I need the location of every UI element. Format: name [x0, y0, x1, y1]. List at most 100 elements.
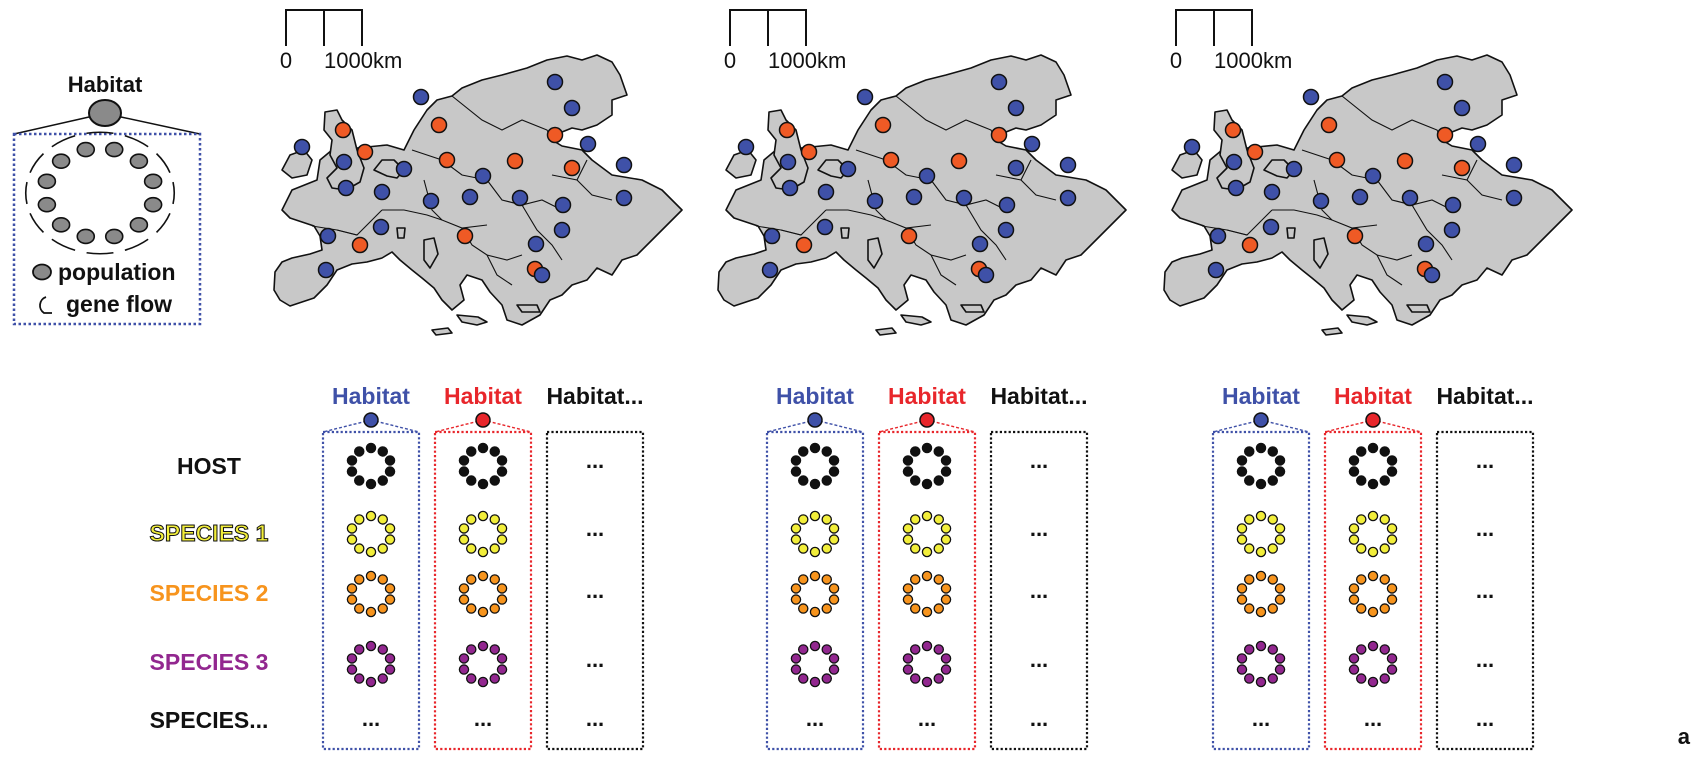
scale-bar: 0 1000km: [280, 9, 402, 73]
species-1-ring: [821, 543, 833, 554]
legend-population-dot: [104, 141, 124, 158]
species-3-ring: [465, 644, 477, 655]
species-1-ring: [353, 514, 365, 525]
species-1-ring: [809, 510, 821, 522]
host-ring: [933, 446, 945, 457]
species-1-ring: [902, 534, 914, 545]
species-2-ring: [496, 583, 508, 594]
country-border: [521, 204, 563, 261]
land-mass: [423, 237, 439, 269]
species-3-ring: [1236, 653, 1248, 664]
host-ring: [1367, 442, 1379, 454]
ellipsis: ...: [586, 448, 604, 473]
habitat-site-ukraine: [1505, 156, 1523, 174]
species-3-ring: [933, 673, 945, 684]
species-3-ring: [1386, 653, 1398, 664]
habitat-site-uk-w: [335, 153, 353, 171]
habitat-site-east-ro: [1059, 189, 1077, 207]
species-3-ring: [1386, 664, 1398, 675]
habitat-site-baltic-n: [563, 99, 581, 117]
species-2-ring: [377, 574, 389, 585]
land-mass: [396, 227, 406, 239]
species-3-ring: [809, 676, 821, 688]
habitat-site-balkan: [1417, 235, 1435, 253]
species-3-ring: [821, 673, 833, 684]
species-3-ring: [1267, 644, 1279, 655]
species-3-ring: [1274, 653, 1286, 664]
row-label-species-1: SPECIES 1: [150, 520, 269, 546]
habitat-site-italy: [1346, 227, 1364, 245]
host-ring: [1386, 466, 1398, 477]
habitat-site-uk-s: [1246, 143, 1264, 161]
habitat-site-spain-n: [1209, 227, 1227, 245]
species-3-ring: [496, 653, 508, 664]
land-mass: [960, 304, 985, 313]
ellipsis: ...: [1252, 706, 1270, 731]
species-1-ring: [1367, 546, 1379, 558]
species-1-ring: [346, 523, 358, 534]
habitat-site-east-ro: [615, 189, 633, 207]
species-1-ring: [377, 543, 389, 554]
species-1-ring: [797, 514, 809, 525]
species-1-ring: [1267, 543, 1279, 554]
habitat-site-balkan: [527, 235, 545, 253]
gene-flow-arc: [24, 181, 28, 205]
habitat-site-romania: [998, 196, 1016, 214]
habitat-column-blue: Habitat...: [321, 383, 421, 751]
species-2-ring: [1236, 583, 1248, 594]
gene-flow-arc: [29, 153, 45, 173]
species-1-ring: [1236, 523, 1248, 534]
habitat-site-spain-c: [372, 218, 390, 236]
habitat-site-benelux: [839, 160, 857, 178]
land-mass: [717, 54, 1127, 326]
habitat-site-denmark: [874, 116, 892, 134]
ellipsis: ...: [1476, 448, 1494, 473]
species-2-ring: [921, 606, 933, 618]
legend-population-dot: [104, 228, 124, 245]
species-3-ring: [346, 664, 358, 675]
habitat-column-more: Habitat..................: [545, 383, 645, 751]
species-2-ring: [940, 594, 952, 605]
habitat-site-scand-w: [1302, 88, 1320, 106]
host-ring: [909, 475, 921, 486]
species-3-ring: [809, 640, 821, 652]
land-mass: [725, 149, 757, 179]
land-mass: [273, 54, 683, 326]
column-habitat-dot: [363, 412, 379, 428]
country-border: [755, 225, 802, 236]
habitat-site-finland: [990, 73, 1008, 91]
species-2-ring: [1348, 583, 1360, 594]
legend-population-dot: [129, 153, 149, 169]
column-header: Habitat: [1334, 383, 1412, 409]
host-ring: [496, 455, 508, 466]
gene-flow-arc: [29, 213, 45, 233]
habitat-site-benelux: [395, 160, 413, 178]
legend-population-dot: [76, 141, 96, 158]
land-mass: [1286, 227, 1296, 239]
species-1-ring: [377, 514, 389, 525]
species-2-ring: [797, 603, 809, 614]
column-connector: [1260, 419, 1310, 433]
legend-population-dot: [51, 153, 71, 169]
habitat-site-switz: [866, 192, 884, 210]
species-3-ring: [909, 673, 921, 684]
habitat-column-red: Habitat...: [1323, 383, 1423, 751]
species-1-ring: [921, 510, 933, 522]
species-3-ring: [797, 673, 809, 684]
species-1-ring: [384, 534, 396, 545]
species-3-ring: [353, 673, 365, 684]
scale-bar: 0 1000km: [1170, 9, 1292, 73]
legend-population-dot: [143, 196, 163, 213]
column-habitat-dot: [1365, 412, 1381, 428]
column-habitat-dot: [807, 412, 823, 428]
host-ring: [465, 475, 477, 486]
species-2-ring: [365, 570, 377, 582]
land-mass: [875, 327, 897, 336]
species-1-ring: [353, 543, 365, 554]
species-2-ring: [477, 606, 489, 618]
habitat-column-blue: Habitat...: [765, 383, 865, 751]
species-3-ring: [1255, 676, 1267, 688]
host-ring: [902, 466, 914, 477]
species-3-ring: [797, 644, 809, 655]
ellipsis: ...: [586, 578, 604, 603]
